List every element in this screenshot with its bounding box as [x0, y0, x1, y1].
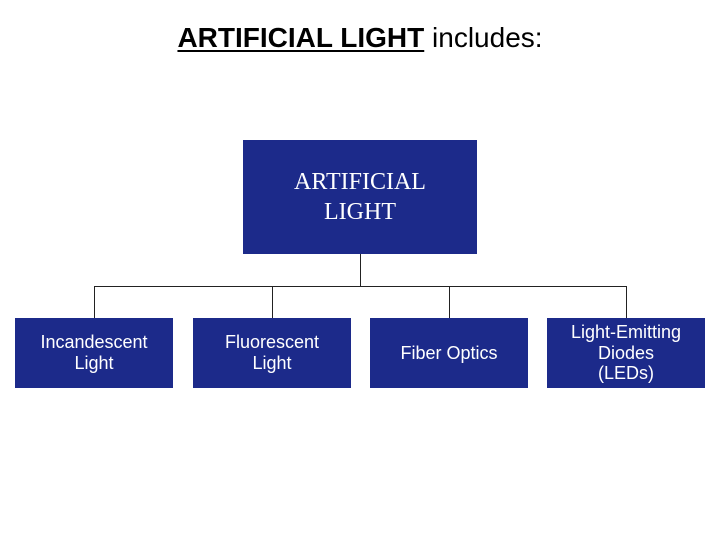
- child-node-0-label: IncandescentLight: [40, 332, 147, 373]
- child-node-2-label: Fiber Optics: [400, 343, 497, 364]
- connector-drop-0: [94, 286, 95, 318]
- root-node: ARTIFICIALLIGHT: [243, 140, 477, 254]
- title-suffix: includes:: [424, 22, 542, 53]
- connector-drop-1: [272, 286, 273, 318]
- title-prefix-underlined: ARTIFICIAL LIGHT: [177, 22, 424, 53]
- child-node-2: Fiber Optics: [370, 318, 528, 388]
- page-title: ARTIFICIAL LIGHT includes:: [0, 22, 720, 54]
- child-node-3-label: Light-EmittingDiodes(LEDs): [571, 322, 681, 384]
- child-node-0: IncandescentLight: [15, 318, 173, 388]
- connector-drop-3: [626, 286, 627, 318]
- child-node-1: FluorescentLight: [193, 318, 351, 388]
- connector-hbar: [94, 286, 627, 287]
- root-node-label: ARTIFICIALLIGHT: [294, 167, 426, 227]
- child-node-3: Light-EmittingDiodes(LEDs): [547, 318, 705, 388]
- connector-root-stem: [360, 254, 361, 286]
- child-node-1-label: FluorescentLight: [225, 332, 319, 373]
- connector-drop-2: [449, 286, 450, 318]
